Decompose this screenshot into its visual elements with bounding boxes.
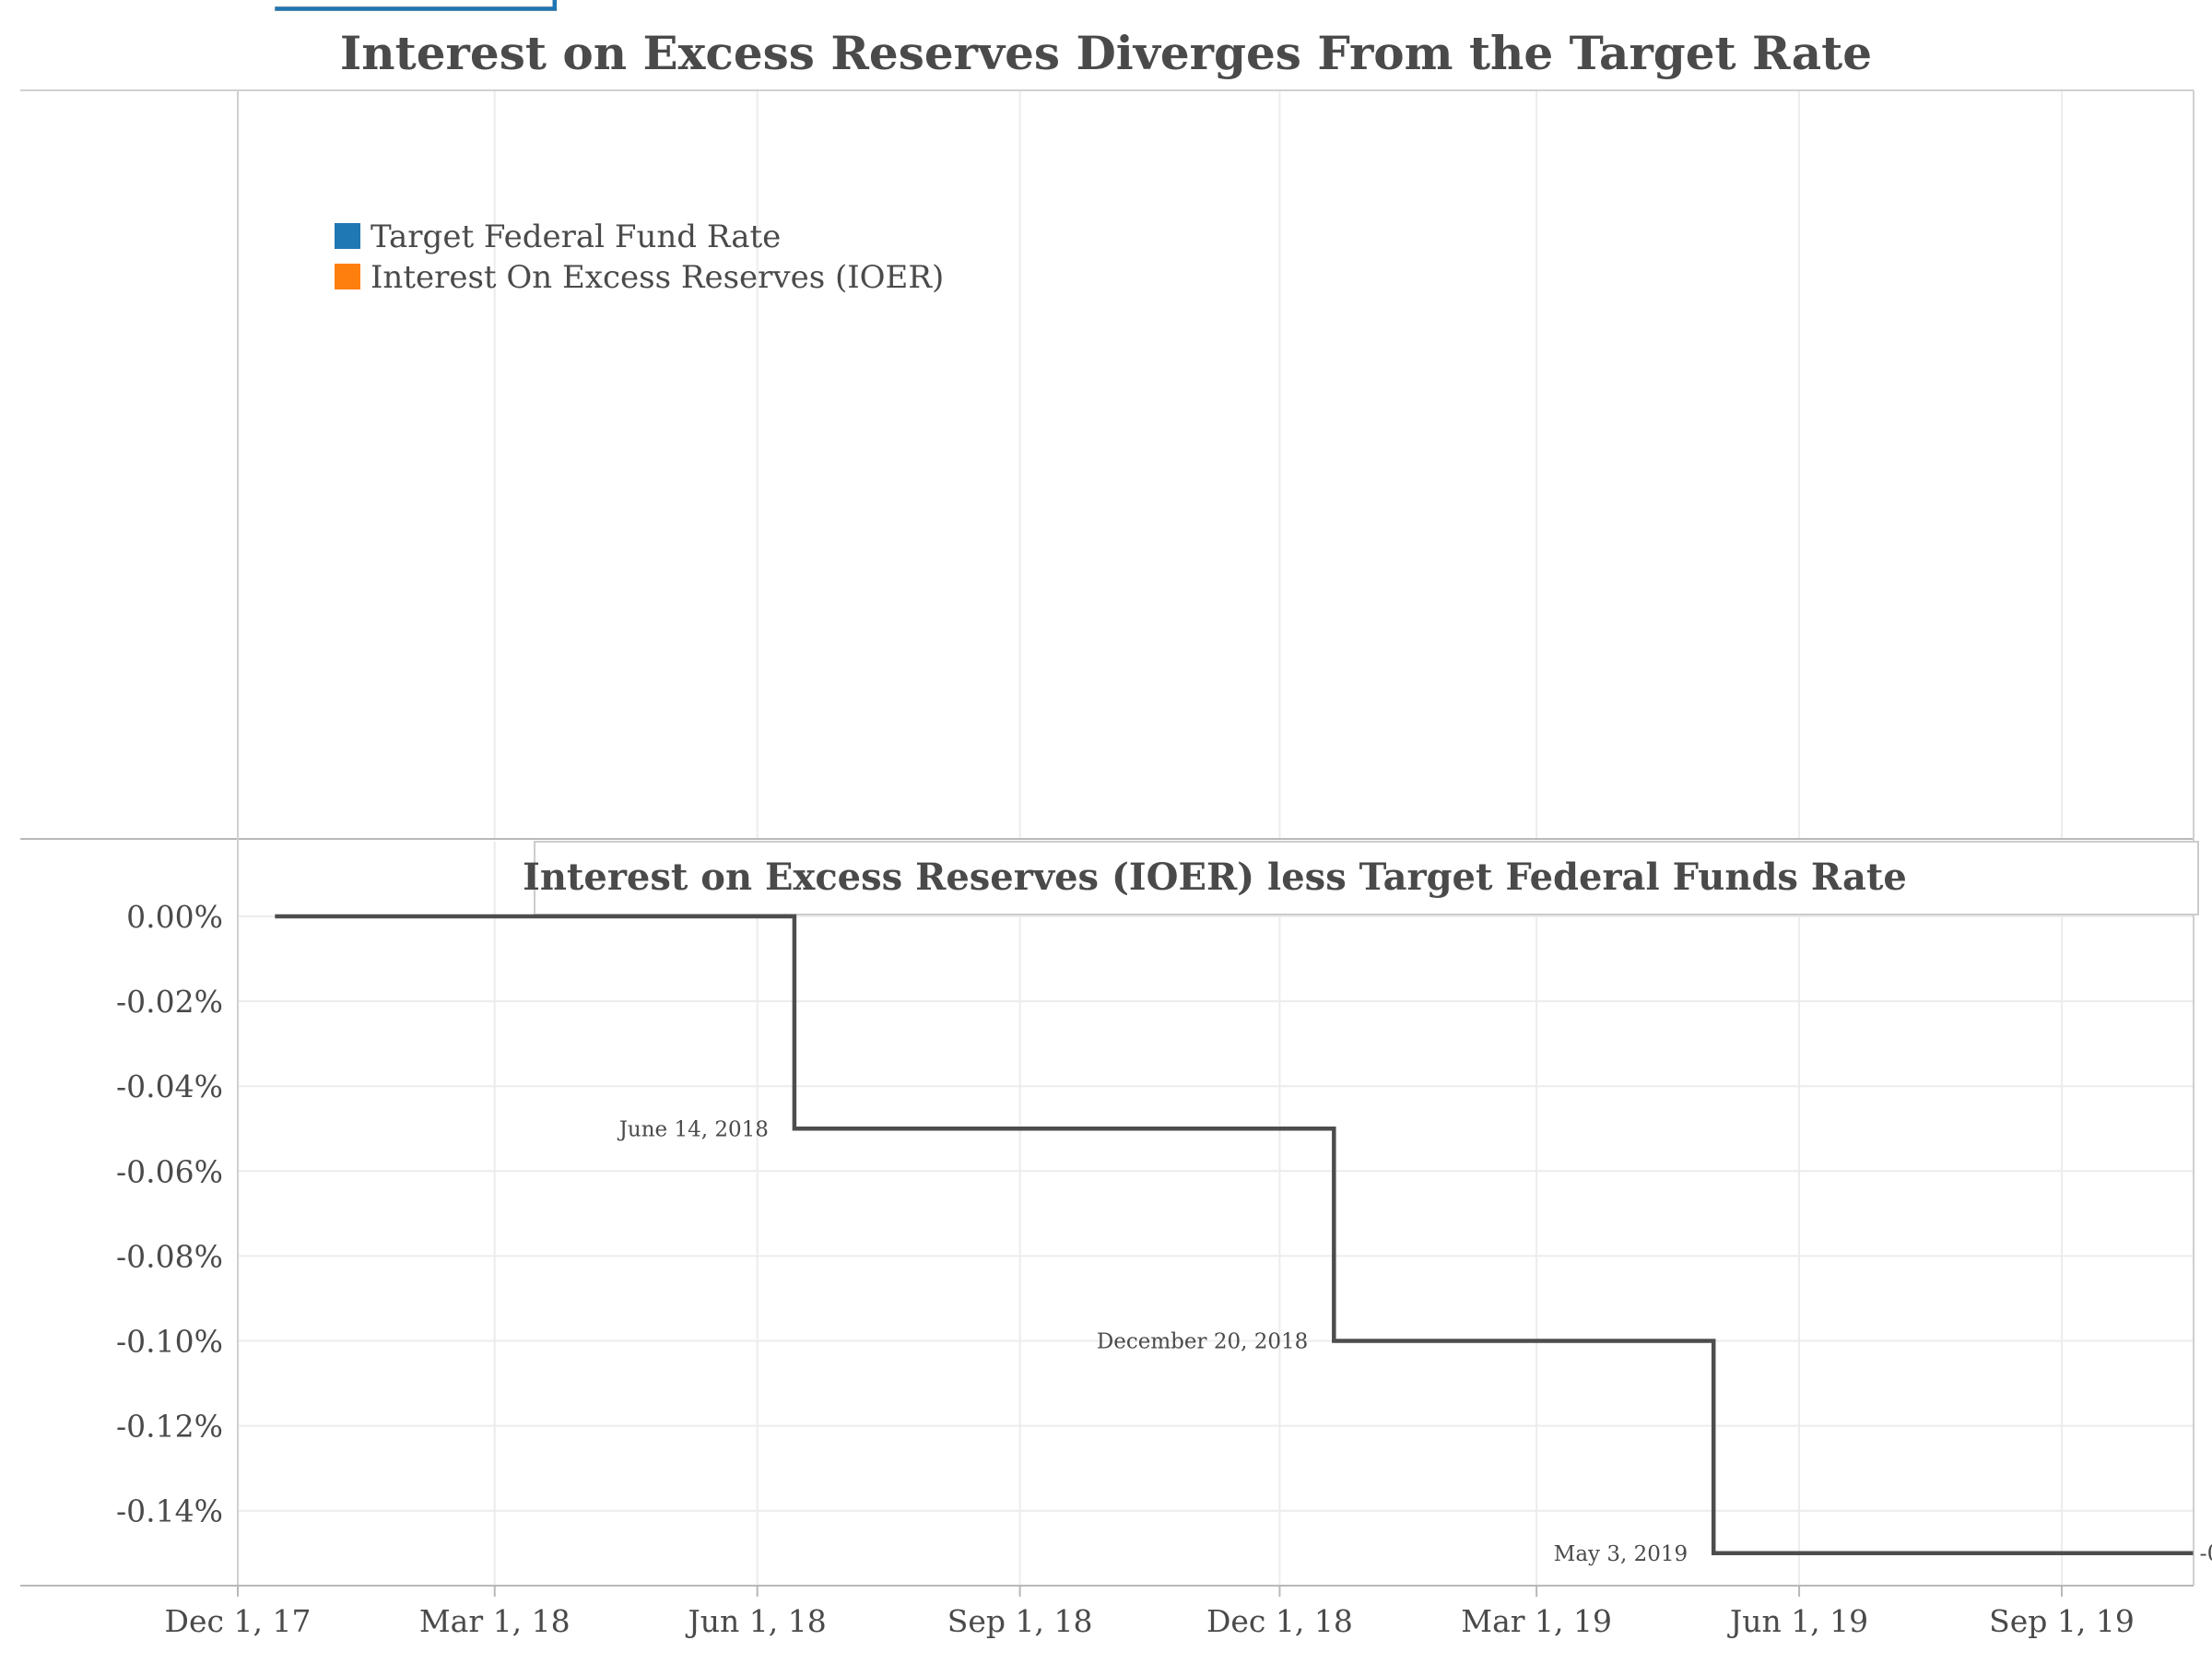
step-annotation-label: December 20, 2018 [1097,1330,1308,1354]
y-tick-label-bottom: -0.04% [116,1068,223,1104]
end-label-ioer-less-target: -0.15% [2199,1540,2212,1566]
step-annotation-label: June 14, 2018 [618,1117,769,1141]
y-tick-label-bottom: -0.12% [116,1409,223,1445]
x-axis-ticks: Dec 1, 17 Mar 1, 18 Jun 1, 18 Sep 1, 18 Dec … [165,1586,2135,1639]
x-tick-label: Dec 1, 17 [165,1603,312,1639]
series-line-ioer-less-target [275,914,2194,1556]
end-labels: 2.25%2.10%-0.15% [2199,1540,2212,1566]
top-panel-series [275,0,558,11]
y-tick-label-bottom: -0.14% [116,1493,223,1529]
y-tick-label-bottom: -0.08% [116,1238,223,1274]
legend-label-ioer: Interest On Excess Reserves (IOER) [371,259,944,296]
x-tick-label: Jun 1, 19 [1727,1603,1868,1639]
x-tick-label: Mar 1, 18 [419,1603,571,1639]
bottom-panel-series [275,914,2194,1556]
legend-swatch-ioer [335,264,360,289]
step-annotation-label: May 3, 2019 [1554,1542,1688,1566]
y-tick-label-bottom: -0.06% [116,1153,223,1189]
step-annotations: June 14, 2018 December 20, 2018 May 3, 201… [618,1117,1688,1566]
legend-swatch-target [335,223,360,249]
series-line-target-federal-fund-rate [275,0,558,11]
x-tick-label: Mar 1, 19 [1461,1603,1612,1639]
bottom-panel-title-box [534,841,2199,915]
y-tick-label-bottom: 0.00% [126,899,223,935]
bottom-panel-title: Interest on Excess Reserves (IOER) less … [523,856,1907,899]
legend-label-target: Target Federal Fund Rate [371,218,781,255]
y-tick-label-bottom: -0.10% [116,1324,223,1360]
top-panel-grid [237,90,2063,839]
bottom-panel-grid [237,842,2194,1586]
x-tick-label: Jun 1, 18 [686,1603,827,1639]
legend: Target Federal Fund Rate Interest On Exc… [335,218,944,296]
chart-title: Interest on Excess Reserves Diverges Fro… [340,26,1872,80]
x-tick-label: Dec 1, 18 [1206,1603,1353,1639]
chart-frame [20,89,2194,1587]
x-tick-label: Sep 1, 19 [1989,1603,2135,1639]
bottom-y-axis-ticks: 0.00% -0.02% -0.04% -0.06% -0.08% -0.10% -0.12… [116,899,223,1529]
y-tick-label-bottom: -0.02% [116,984,223,1020]
series-line-interest-on-excess-reserves-ioer [275,0,558,11]
x-tick-label: Sep 1, 18 [947,1603,1093,1639]
